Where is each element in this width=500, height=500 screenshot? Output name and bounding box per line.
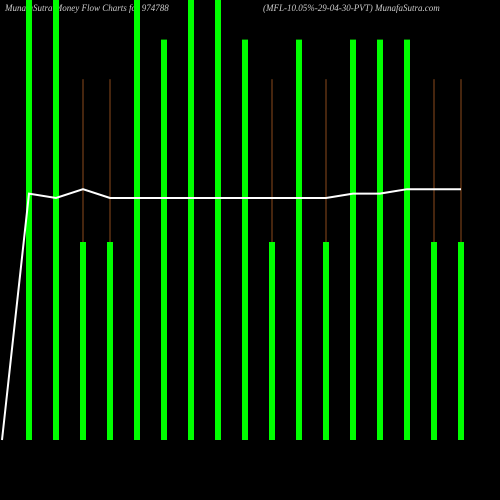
chart-subtitle: (MFL-10.05%-29-04-30-PVT) MunafaSutra.co…: [263, 3, 440, 13]
volume-bar: [134, 0, 140, 440]
volume-bar: [215, 0, 221, 440]
volume-bar: [458, 242, 464, 440]
volume-bar: [161, 39, 167, 440]
volume-bar: [323, 242, 329, 440]
volume-bar: [350, 39, 356, 440]
volume-bar: [26, 0, 32, 440]
volume-bar: [404, 39, 410, 440]
volume-bar: [431, 242, 437, 440]
volume-bar: [269, 242, 275, 440]
money-flow-line: [1, 188, 461, 441]
volume-bar: [188, 0, 194, 440]
volume-bar: [107, 242, 113, 440]
chart-title: MunafaSutra Money Flow Charts for 974788: [4, 3, 169, 13]
volume-bar: [53, 0, 59, 440]
volume-bar: [296, 39, 302, 440]
volume-bar: [242, 39, 248, 440]
volume-bar: [80, 242, 86, 440]
volume-bar: [377, 39, 383, 440]
